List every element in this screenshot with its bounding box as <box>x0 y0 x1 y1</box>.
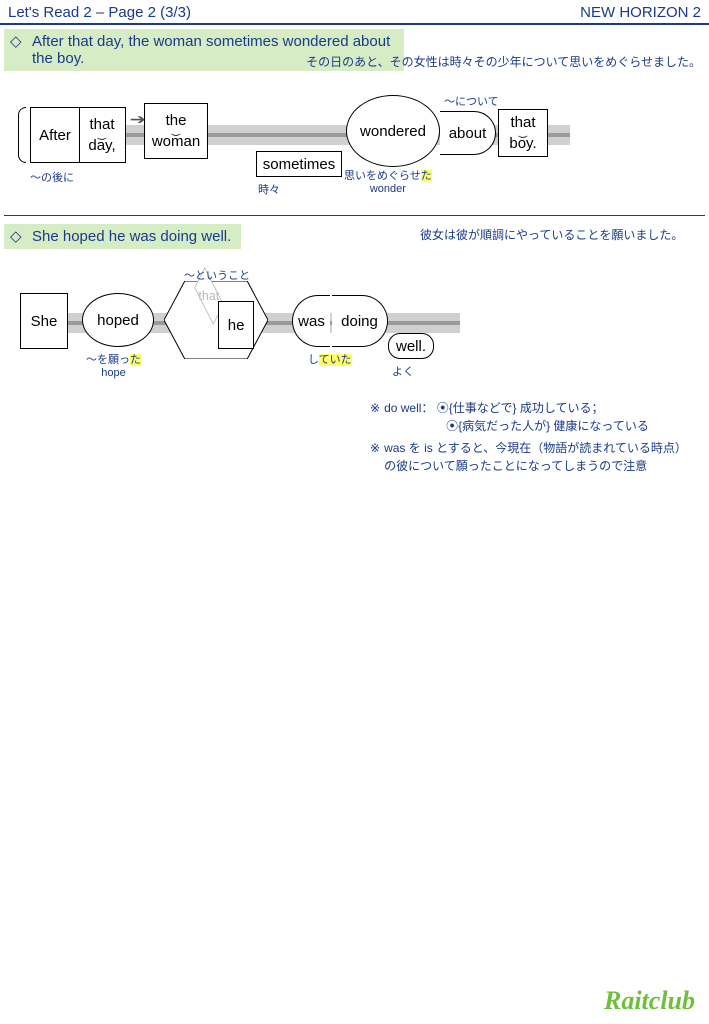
gloss: 時々 <box>258 181 280 197</box>
diagram-node: about <box>440 111 496 155</box>
note: ※was を is とすると、今現在（物語が読まれている時点）の彼について願った… <box>370 439 689 475</box>
watermark: Raitclub <box>604 986 695 1016</box>
note: ※do well： ⦿{仕事などで} 成功している；⦿{病気だった人が} 健康に… <box>370 399 689 435</box>
diagram-node: was <box>292 295 330 347</box>
gloss: ～を願ったhope <box>86 351 141 379</box>
gloss: ～について <box>444 93 499 109</box>
diagram-2: She hopedthathe wasdoingwell. ～ということ ～を願ったho… <box>0 263 709 393</box>
translation-2: 彼女は彼が順調にやっていることを願いました。 <box>420 226 683 243</box>
gloss: ～ということ <box>184 267 250 283</box>
diagram-node: sometimes <box>256 151 342 177</box>
gloss: 思いをめぐらせたwonder <box>344 167 432 195</box>
diagram-node: well. <box>388 333 434 359</box>
diagram-node: Afterthat⏝day, <box>30 107 126 163</box>
gloss: していた <box>308 351 352 367</box>
header-left: Let's Read 2 – Page 2 (3/3) <box>8 4 191 21</box>
section-1: After that day, the woman sometimes wond… <box>0 25 709 209</box>
header-right: NEW HORIZON 2 <box>580 4 701 21</box>
notes: ※do well： ⦿{仕事などで} 成功している；⦿{病気だった人が} 健康に… <box>370 399 689 475</box>
diagram-1: Afterthat⏝day,➔the⏝womansometimeswondere… <box>0 89 709 209</box>
diagram-node: that⏝boy. <box>498 109 548 157</box>
divider <box>4 215 705 216</box>
diagram-node: doing <box>332 295 388 347</box>
diagram-node: thathe <box>164 281 268 359</box>
diagram-node: She <box>20 293 68 349</box>
section-2: She hoped he was doing well. 彼女は彼が順調にやって… <box>0 220 709 475</box>
diagram-node: the⏝woman <box>144 103 208 159</box>
gloss: ～の後に <box>30 169 74 185</box>
sentence-2: She hoped he was doing well. <box>4 224 241 249</box>
bracket <box>18 107 26 163</box>
translation-1: その日のあと、その女性は時々その少年について思いをめぐらせました。 <box>306 53 701 70</box>
diagram-node: hoped <box>82 293 154 347</box>
diagram-node: wondered <box>346 95 440 167</box>
gloss: よく <box>392 363 414 379</box>
